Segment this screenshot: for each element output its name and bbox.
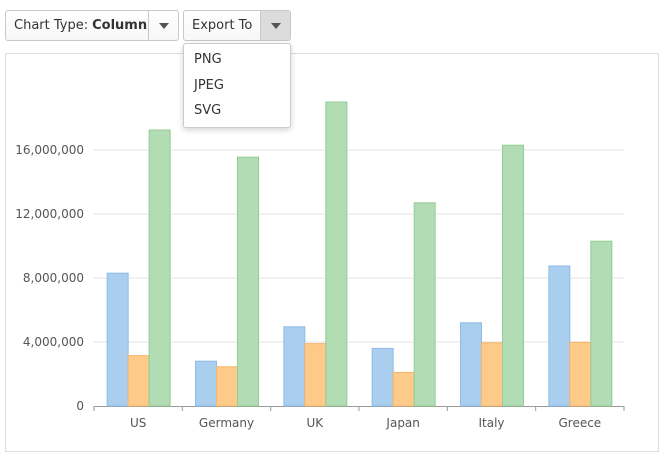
- x-tick-label: UK: [307, 416, 325, 430]
- bar-uk-series2: [304, 343, 327, 407]
- chevron-down-icon: [270, 22, 281, 29]
- bar-us-series2: [127, 355, 150, 407]
- export-menu: PNG JPEG SVG: [183, 43, 291, 128]
- bar-germany-series2: [216, 366, 238, 407]
- x-tick-label: US: [130, 416, 146, 430]
- export-dropdown[interactable]: Export To: [183, 10, 291, 41]
- bar-greece-series2: [569, 341, 592, 407]
- export-menu-item-jpeg[interactable]: JPEG: [194, 77, 224, 93]
- bar-us-series3: [148, 129, 171, 407]
- y-tick-label: 0: [76, 399, 84, 413]
- bar-greece-series1: [548, 265, 571, 407]
- export-menu-item-png[interactable]: PNG: [194, 52, 222, 67]
- export-menu-item-svg[interactable]: SVG: [194, 103, 222, 118]
- chart-type-dropdown[interactable]: Chart Type: Column: [5, 10, 179, 41]
- bar-uk-series3: [325, 101, 348, 407]
- bar-italy-series2: [481, 342, 503, 407]
- bar-germany-series1: [195, 360, 217, 407]
- bar-italy-series3: [502, 144, 524, 407]
- export-toggle[interactable]: [260, 11, 290, 40]
- bar-japan-series2: [392, 371, 415, 407]
- y-tick-label: 16,000,000: [15, 143, 84, 157]
- bar-germany-series3: [237, 156, 259, 407]
- x-tick-label: Italy: [478, 416, 504, 430]
- bar-greece-series3: [590, 240, 613, 407]
- y-tick-label: 12,000,000: [15, 207, 84, 221]
- bar-italy-series1: [460, 322, 482, 407]
- column-chart: 0 4,000,000 8,000,000 12,000,000 16,000,000 U…: [15, 101, 625, 430]
- export-label[interactable]: Export To: [184, 11, 260, 40]
- chart-container: 0 4,000,000 8,000,000 12,000,000 16,000,000 U…: [5, 53, 659, 452]
- bar-japan-series3: [413, 202, 436, 407]
- x-tick-label: Greece: [558, 416, 601, 430]
- x-tick-label: Germany: [199, 416, 254, 430]
- export-label-text: Export To: [192, 18, 253, 33]
- chart-type-label[interactable]: Chart Type: Column: [6, 11, 148, 40]
- chart-type-toggle[interactable]: [148, 11, 178, 40]
- x-tick-label: Japan: [385, 416, 419, 430]
- chevron-down-icon: [158, 22, 169, 29]
- y-tick-label: 8,000,000: [23, 271, 84, 285]
- bar-uk-series1: [283, 326, 306, 407]
- bar-japan-series1: [371, 347, 394, 407]
- y-tick-label: 4,000,000: [23, 335, 84, 349]
- chart-type-prefix: Chart Type:: [14, 18, 89, 33]
- chart-type-value: Column: [92, 18, 148, 33]
- bar-us-series1: [106, 272, 129, 407]
